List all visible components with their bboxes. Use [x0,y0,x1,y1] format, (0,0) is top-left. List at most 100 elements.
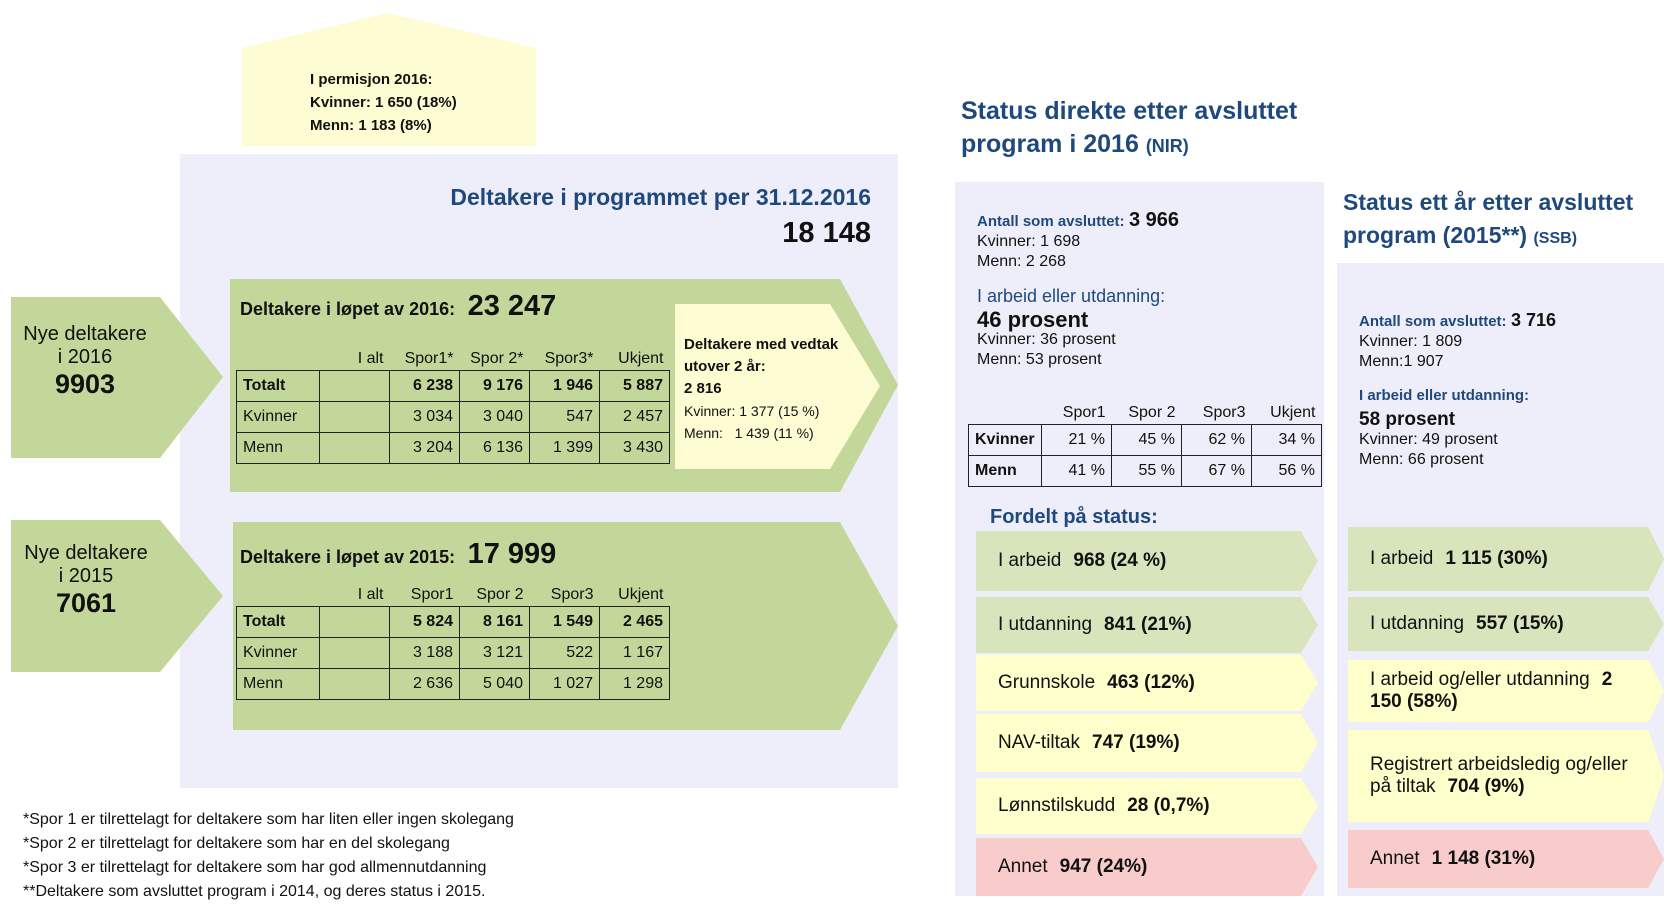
cell: 8 161 [459,606,530,638]
cell: 56 % [1251,455,1322,487]
text: Kvinner: 1 698 [977,233,1081,250]
status-text: I arbeid 968 (24 %) [998,550,1280,572]
status-value: 1 115 (30%) [1445,548,1548,569]
column-header: Spor1 [410,586,454,603]
footnote: *Spor 2 er tilrettelagt for deltakere so… [23,835,450,852]
status-label: Annet [1370,848,1420,869]
arrow-new-2016 [11,297,223,458]
title: Status direkte etter avsluttet program i… [961,97,1298,158]
row-label: Menn [968,455,1042,487]
status-value: 557 (15%) [1476,613,1564,634]
total: 17 999 [467,538,557,570]
status-text: Lønnstilskudd 28 (0,7%) [998,795,1280,817]
extended-shape [675,304,880,469]
column-header: Ukjent [618,586,664,603]
cell: 9 176 [459,370,530,402]
header-row: Spor1 Spor 2 Spor3 Ukjent [969,402,1322,425]
status: Lønnstilskudd 28 (0,7%) [976,778,1318,834]
nir-summary: Antall som avsluttet: 3 966 Kvinner: 1 6… [977,210,1179,370]
row-label: Totalt [236,606,320,638]
text: Kvinner: 1 809 [1359,333,1463,350]
text: Menn: 66 prosent [1359,451,1484,468]
status-label: I utdanning [998,614,1093,635]
row-label: Kvinner [236,637,320,669]
column-header: Spor3 [1202,404,1246,421]
status: I arbeid 968 (24 %) [976,531,1318,591]
total: 18 148 [782,217,871,249]
title: Deltakere i løpet av 2016: [240,299,456,319]
heading: I arbeid eller utdanning: [977,286,1166,306]
status-value: 841 (21%) [1104,614,1192,635]
status-value: 747 (19%) [1092,732,1180,753]
status-text: Grunnskole 463 (12%) [998,672,1280,694]
title: Deltakere i programmet per 31.12.2016 [450,184,871,210]
cell: 6 238 [389,370,460,402]
label: Nye deltakere i 2016 [23,323,147,368]
total: 2 816 [684,380,722,397]
year-2016: Deltakere i løpet av 2016: 23 247 [240,290,556,323]
title: Deltakere med vedtak utover 2 år: [684,336,839,375]
permission-shape [242,13,536,146]
ssb-summary: Antall som avsluttet: 3 716 Kvinner: 1 8… [1359,310,1556,470]
cell: 62 % [1181,424,1252,456]
cell: 2 465 [599,606,670,638]
status-text: I utdanning 557 (15%) [1370,613,1629,635]
column-header: I alt [357,586,384,603]
row-label: Menn [236,668,320,700]
column-header: Spor 2 [1128,404,1176,421]
status-label: Lønnstilskudd [998,795,1116,816]
label: Antall som avsluttet: [1359,313,1507,330]
row: Totalt 6 238 9 176 1 946 5 887 [236,370,670,402]
status-value: 1 148 (31%) [1431,848,1536,869]
status-label: Annet [998,856,1048,877]
text: I permisjon 2016: [310,71,433,88]
cell [319,432,390,464]
title: Deltakere i løpet av 2015: [240,547,456,567]
column-header: Spor3 [550,586,594,603]
cell: 1 946 [529,370,600,402]
corner [237,584,320,607]
status-label: Grunnskole [998,672,1096,693]
status: Annet 1 148 (31%) [1348,830,1664,888]
status-text: NAV-tiltak 747 (19%) [998,732,1280,754]
value: 58 prosent [1359,409,1456,430]
status: Registrert arbeidsledig og/eller på tilt… [1348,730,1664,822]
corner [237,348,320,371]
cell: 2 457 [599,401,670,433]
value: 9903 [54,369,116,399]
text: Menn: 1 439 (11 %) [684,425,814,441]
header-row: I alt Spor1 Spor 2 Spor3 Ukjent [237,584,670,607]
heading: I arbeid eller utdanning: [1359,387,1530,404]
program: Deltakere i programmet per 31.12.2016 18… [450,184,871,250]
cell: 21 % [1041,424,1112,456]
cell: 5 040 [459,668,530,700]
row: Menn 41 % 55 % 67 % 56 % [968,455,1322,487]
label: Antall som avsluttet: [977,213,1125,230]
total: 23 247 [467,290,557,322]
cell: 67 % [1181,455,1252,487]
cell: 5 824 [389,606,460,638]
ssb-title: Status ett år etter avsluttet program (2… [1343,186,1663,255]
table-nir: Spor1 Spor 2 Spor3 Ukjent Kvinner 21 % 45 % 62 … [968,402,1322,487]
status-label: I arbeid [998,550,1062,571]
table-2015: I alt Spor1 Spor 2 Spor3 Ukjent Totalt 5 824 8 … [236,584,670,700]
status-value: 968 (24 %) [1073,550,1167,571]
cell [319,606,390,638]
status-label: I arbeid [1370,548,1434,569]
footnote: **Deltakere som avsluttet program i 2014… [23,883,486,900]
text: Kvinner: 1 650 (18%) [310,94,457,111]
text: Kvinner: 36 prosent [977,331,1116,348]
value: 3 966 [1128,209,1180,231]
cell: 3 034 [389,401,460,433]
arrow-new-2015 [11,520,223,672]
status-value: 463 (12%) [1107,672,1195,693]
cell: 3 204 [389,432,460,464]
cell [319,370,390,402]
new-2015: Nye deltakere i 2015 7061 [20,542,152,619]
status-heading: Fordelt på status: [990,506,1158,528]
text: Kvinner: 1 377 (15 %) [684,403,820,419]
cell: 3 040 [459,401,530,433]
row: Kvinner 3 188 3 121 522 1 167 [236,637,670,669]
status-value: 2 150 (58%) [1370,669,1613,712]
cell: 3 430 [599,432,670,464]
